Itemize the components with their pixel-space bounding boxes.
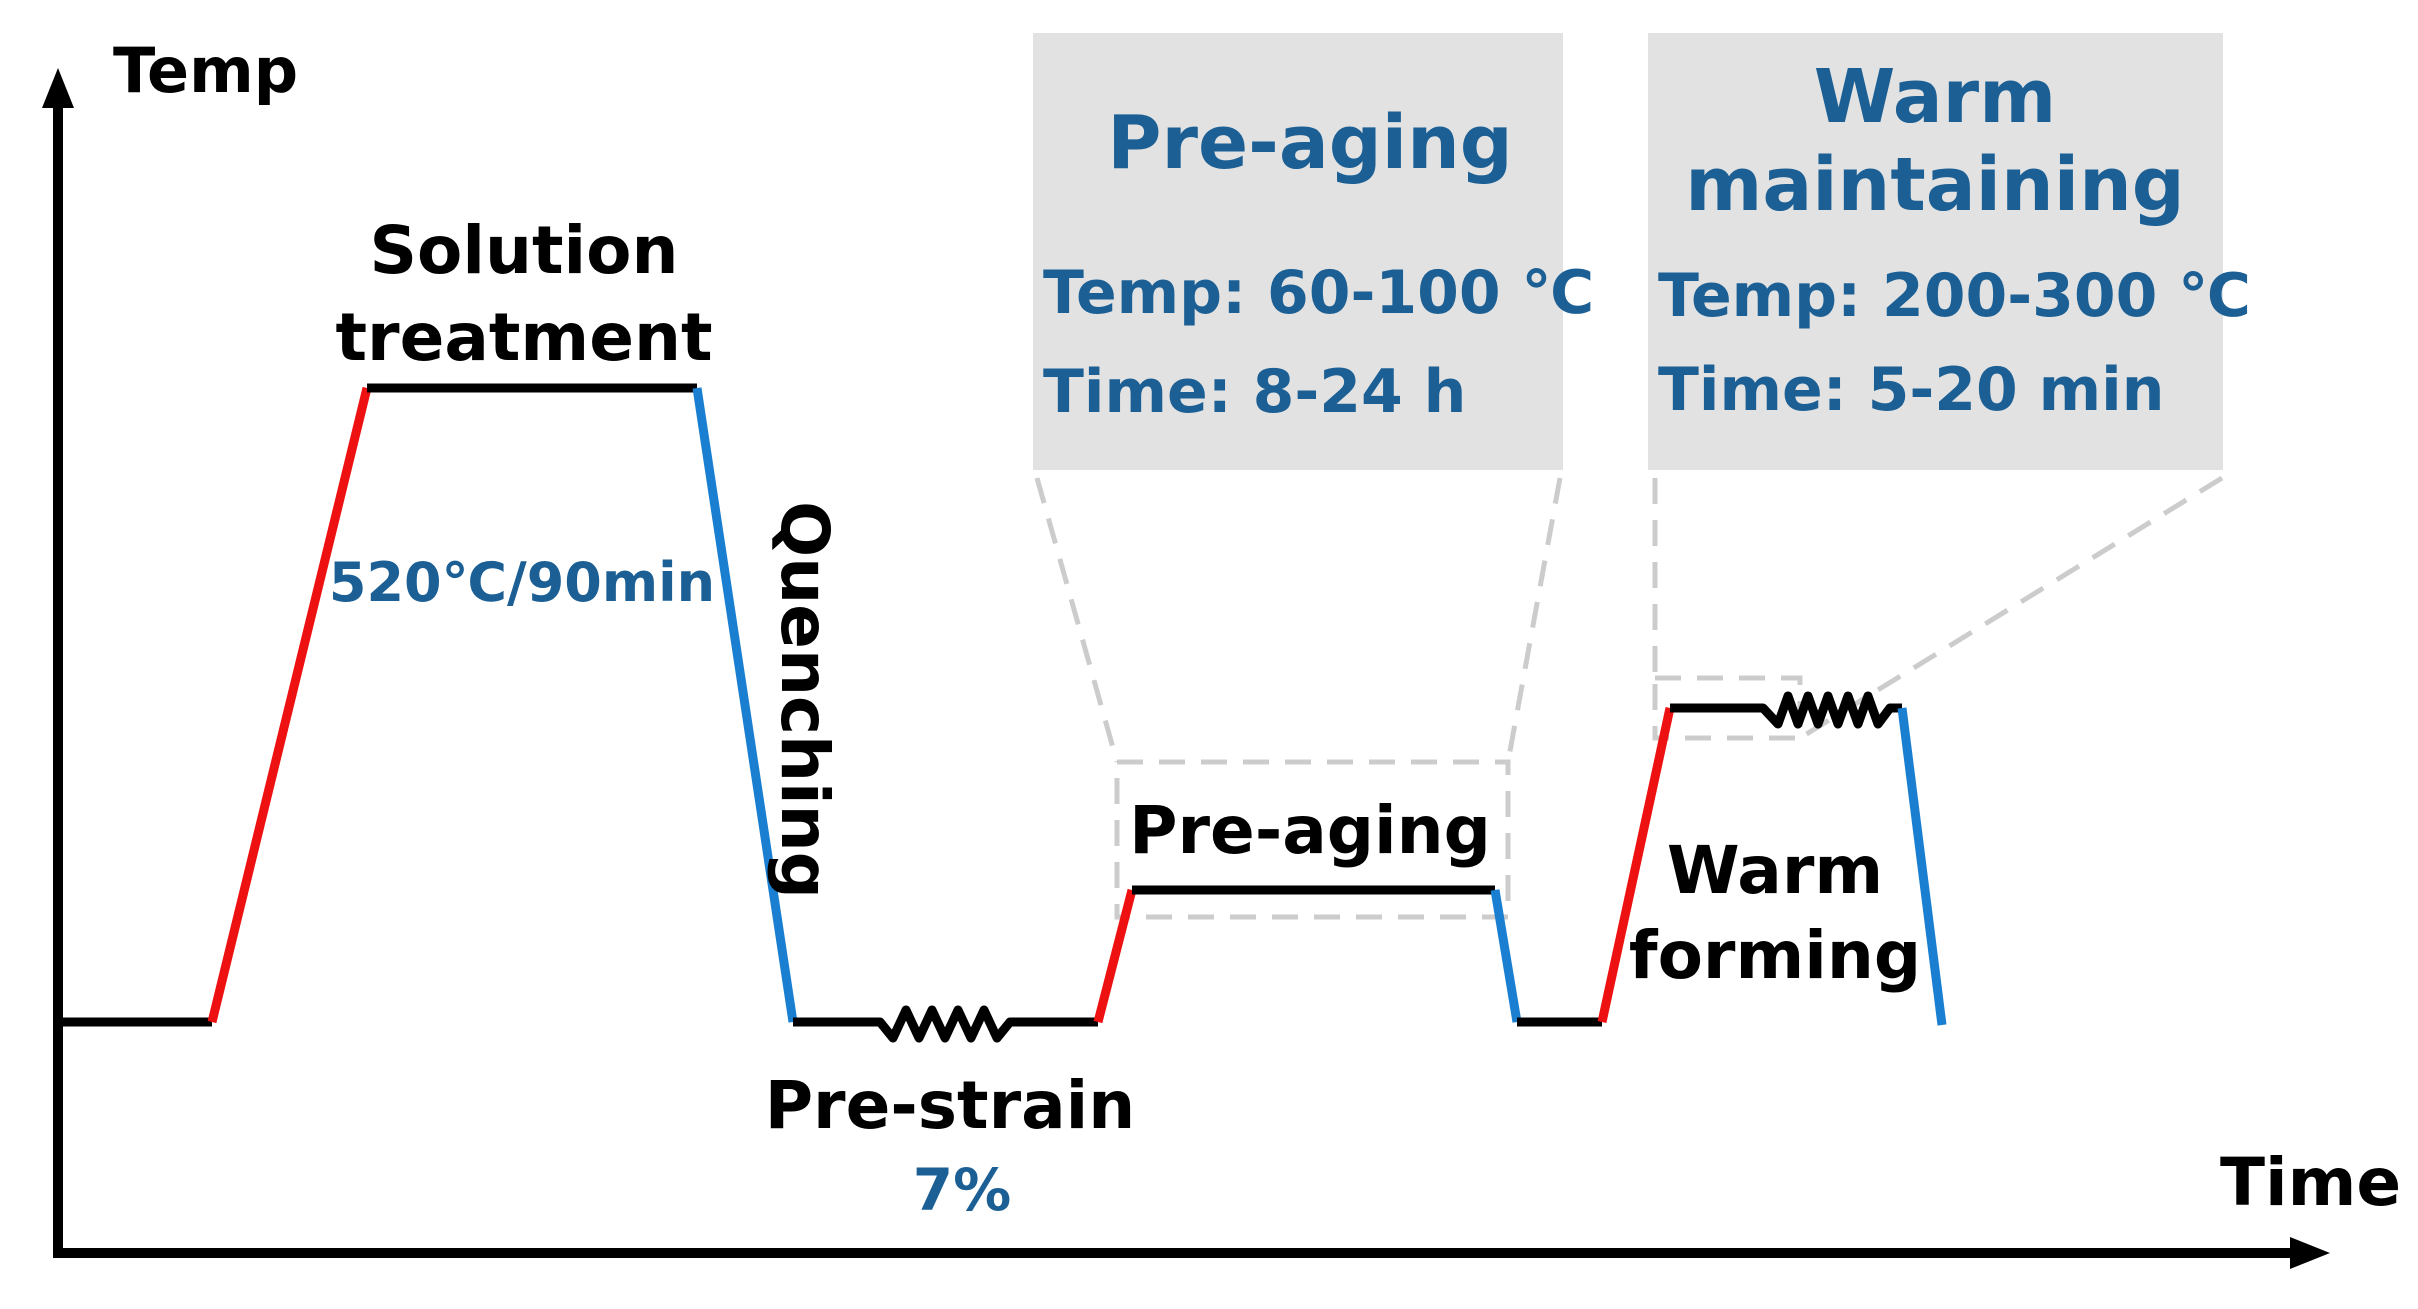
y-axis-label: Temp: [113, 34, 298, 107]
solution-params-label: 520℃/90min: [329, 551, 715, 614]
stage-labels: Solution treatment 520℃/90min Quenching …: [329, 212, 1921, 1224]
preaging-label: Pre-aging: [1129, 792, 1491, 869]
preaging-detail-title: Pre-aging: [1107, 100, 1513, 186]
axes: Temp Time: [42, 34, 2401, 1269]
warm-forming-label-line1: Warm: [1667, 832, 1883, 909]
solution-treatment-label-line2: treatment: [335, 299, 712, 376]
warm-detail-time: Time: 5-20 min: [1658, 355, 2164, 425]
preaging-connector-left: [1034, 477, 1120, 763]
solution-treatment-label-line1: Solution: [370, 212, 679, 289]
quench-cooling: [692, 387, 798, 1023]
prestrain-spring: [793, 1005, 1098, 1043]
prestrain-value-label: 7%: [913, 1156, 1011, 1224]
warm-heating: [1597, 707, 1675, 1023]
warm-detail-title-line2: maintaining: [1685, 142, 2184, 228]
quenching-label: Quenching: [766, 501, 843, 899]
warm-detail-box: Warm maintaining Temp: 200-300 ℃ Time: 5…: [1648, 33, 2251, 470]
preaging-connector-right: [1505, 477, 1563, 763]
prestrain-label: Pre-strain: [765, 1067, 1136, 1144]
solution-heating: [207, 386, 372, 1024]
x-axis-label: Time: [2220, 1144, 2401, 1221]
warm-forming-label-line2: forming: [1629, 917, 1921, 994]
warm-forming-spring: [1670, 691, 1902, 729]
preaging-cooling: [1490, 889, 1522, 1023]
warm-detail-box-bg: [1648, 33, 2223, 470]
preaging-detail-box: Pre-aging Temp: 60-100 ℃ Time: 8-24 h: [1033, 33, 1594, 470]
preaging-detail-temp: Temp: 60-100 ℃: [1043, 258, 1594, 328]
preaging-detail-time: Time: 8-24 h: [1043, 357, 1466, 427]
x-axis-arrow-icon: [2290, 1237, 2330, 1269]
process-curve: [53, 383, 1947, 1043]
preaging-highlight-rect: [1114, 759, 1511, 920]
y-axis-arrow-icon: [42, 68, 74, 108]
final-cooling: [1897, 707, 1947, 1026]
preaging-heating: [1093, 888, 1137, 1024]
warm-detail-title-line1: Warm: [1814, 54, 2057, 140]
preaging-detail-box-bg: [1033, 33, 1563, 470]
warm-detail-temp: Temp: 200-300 ℃: [1658, 261, 2251, 331]
